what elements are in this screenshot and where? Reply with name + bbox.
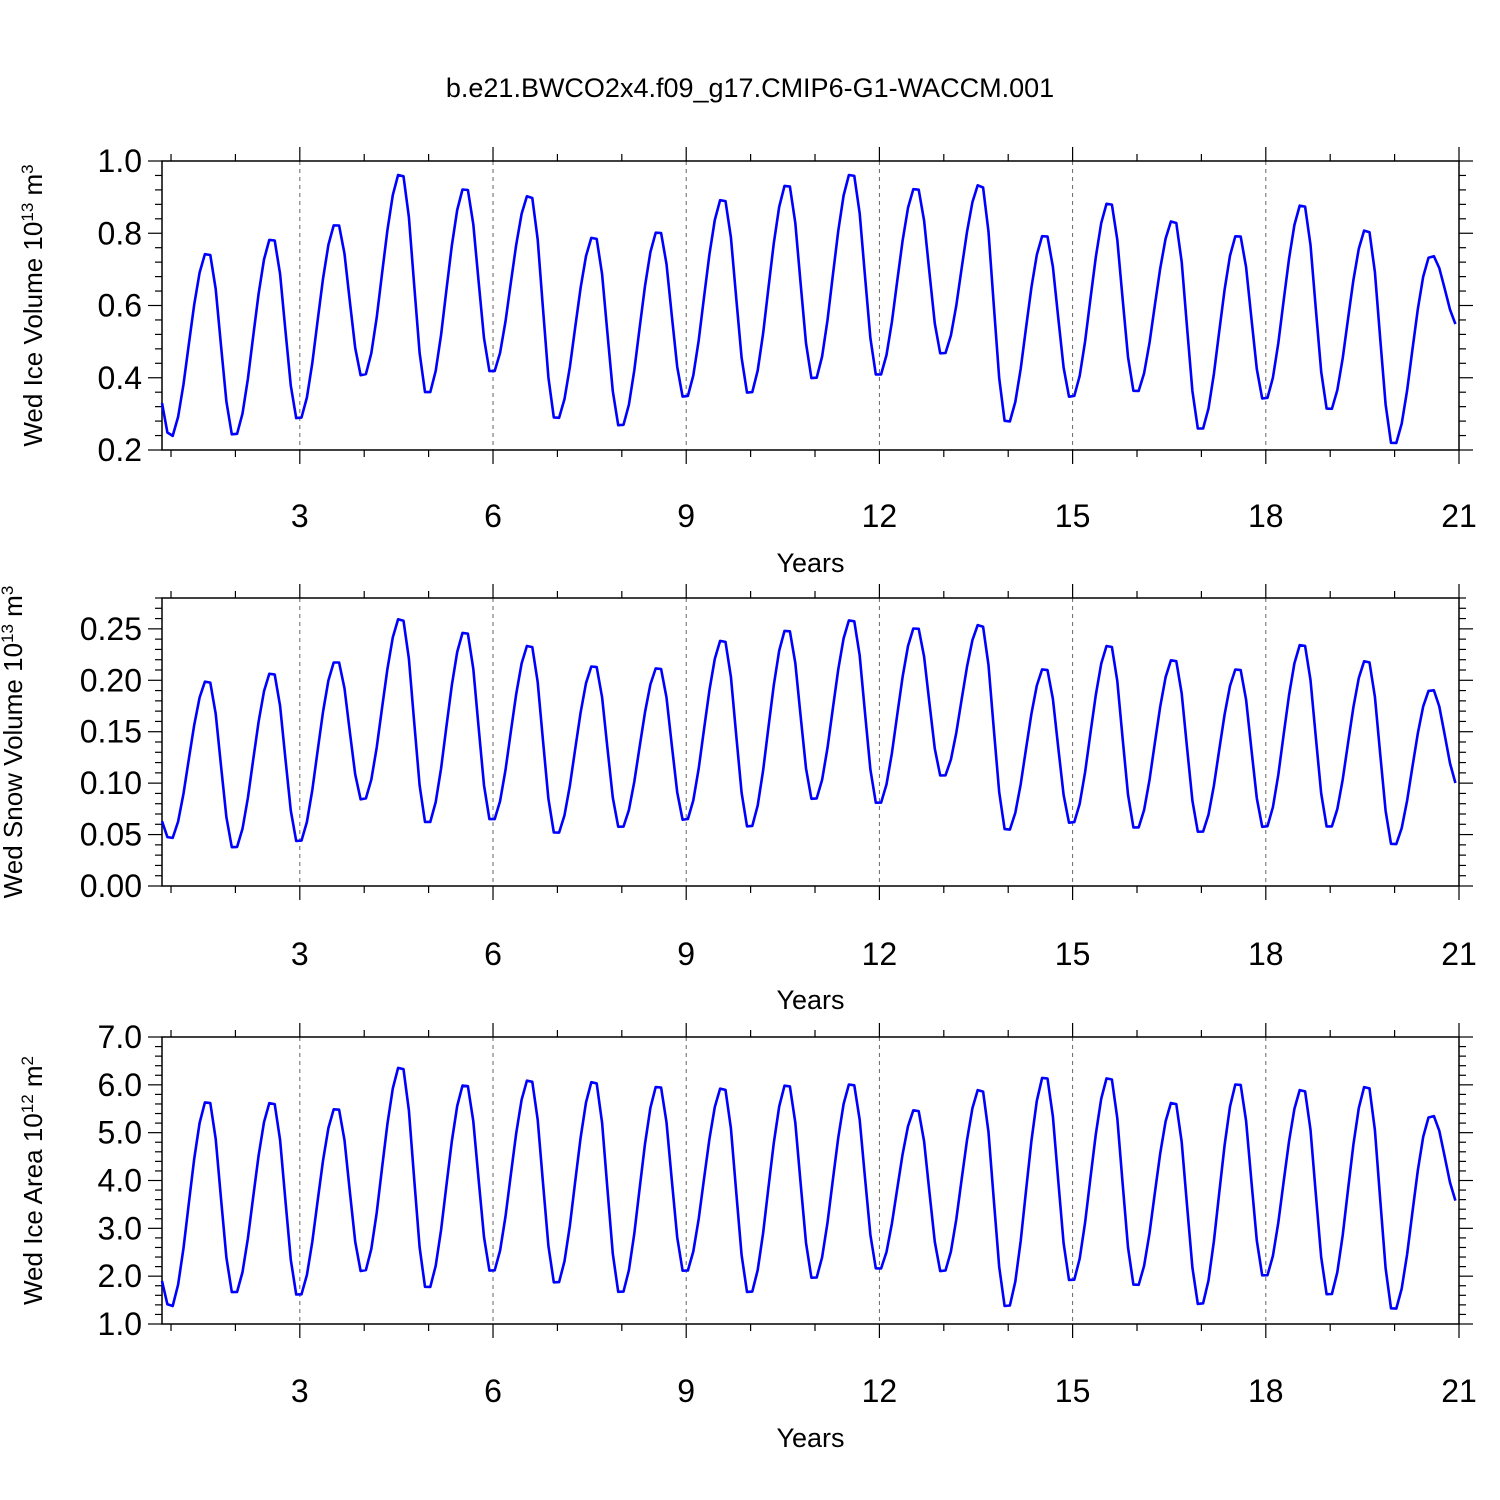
x-tick-label: 3 [291, 1373, 309, 1409]
y-tick-label: 1.0 [98, 1306, 142, 1342]
y-tick-label: 0.15 [80, 714, 142, 750]
x-tick-label: 18 [1248, 936, 1284, 972]
series-line [160, 1066, 1457, 1310]
y-axis-label: Wed Ice Volume 1013 m3 [18, 164, 49, 446]
x-tick-label: 9 [677, 498, 695, 534]
y-tick-label: 7.0 [98, 1019, 142, 1055]
panel-ice-area: 3 6 9 12 15 18 21 Years 1.0 2.0 3.0 4.0 5.0 6.0 7.0 Wed… [18, 1019, 1477, 1453]
x-tick-label: 3 [291, 498, 309, 534]
plot-frame [161, 597, 1460, 887]
x-tick-label: 6 [484, 1373, 502, 1409]
x-tick-label: 9 [677, 936, 695, 972]
x-tick-label: 12 [862, 936, 898, 972]
y-tick-label: 0.25 [80, 611, 142, 647]
y-tick-label: 6.0 [98, 1067, 142, 1103]
plot-frame [161, 1036, 1460, 1325]
y-tick-label: 0.4 [98, 360, 142, 396]
x-axis-label: Years [776, 985, 844, 1015]
series-line [160, 173, 1457, 445]
y-tick-label: 0.20 [80, 662, 142, 698]
y-tick-label: 0.6 [98, 288, 142, 324]
y-tick-label: 0.8 [98, 215, 142, 251]
series-line [160, 618, 1457, 849]
y-tick-label: 3.0 [98, 1210, 142, 1246]
panel-snow-volume: 3 6 9 12 15 18 21 Years 0.00 0.05 0.10 0.15 0.20 0.25… [0, 584, 1477, 1015]
y-tick-label: 1.0 [98, 143, 142, 179]
y-tick-label: 2.0 [98, 1258, 142, 1294]
panel-ice-volume: 3 6 9 12 15 18 21 Years 0.2 0.4 0.6 0.8 1.0 Wed Ice V… [18, 143, 1477, 578]
x-tick-label: 15 [1055, 498, 1091, 534]
x-tick-label: 15 [1055, 1373, 1091, 1409]
x-tick-label: 18 [1248, 498, 1284, 534]
x-tick-label: 21 [1441, 498, 1477, 534]
x-tick-label: 21 [1441, 1373, 1477, 1409]
y-axis-label: Wed Snow Volume 1013 m3 [0, 586, 28, 899]
figure-title: b.e21.BWCO2x4.f09_g17.CMIP6-G1-WACCM.001 [446, 73, 1054, 103]
x-tick-label: 3 [291, 936, 309, 972]
x-axis-label: Years [776, 548, 844, 578]
x-tick-label: 21 [1441, 936, 1477, 972]
x-tick-label: 9 [677, 1373, 695, 1409]
x-axis-label: Years [776, 1423, 844, 1453]
y-axis-label: Wed Ice Area 1012 m2 [18, 1056, 49, 1305]
y-tick-label: 4.0 [98, 1163, 142, 1199]
y-tick-label: 0.00 [80, 868, 142, 904]
y-tick-label: 0.2 [98, 432, 142, 468]
x-tick-label: 18 [1248, 1373, 1284, 1409]
plot-frame [161, 160, 1460, 451]
x-tick-label: 6 [484, 498, 502, 534]
x-tick-label: 15 [1055, 936, 1091, 972]
x-tick-label: 12 [862, 1373, 898, 1409]
x-tick-label: 12 [862, 498, 898, 534]
y-tick-label: 5.0 [98, 1115, 142, 1151]
y-tick-label: 0.10 [80, 765, 142, 801]
y-tick-label: 0.05 [80, 817, 142, 853]
x-tick-label: 6 [484, 936, 502, 972]
